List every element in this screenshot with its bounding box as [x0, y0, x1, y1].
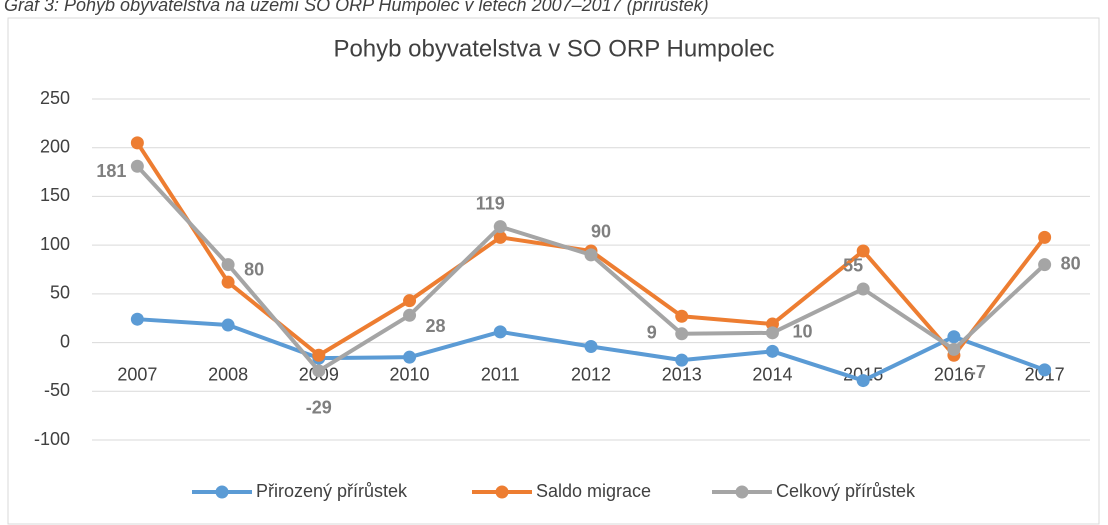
legend-label: Přirozený přírůstek — [256, 481, 408, 501]
data-point — [493, 230, 507, 244]
x-tick-label: 2007 — [117, 364, 157, 384]
data-point — [584, 248, 598, 262]
y-tick-label: 100 — [40, 234, 70, 254]
legend-label: Saldo migrace — [536, 481, 651, 501]
data-point — [312, 348, 326, 362]
y-tick-label: 200 — [40, 136, 70, 156]
data-label: 90 — [591, 222, 611, 242]
x-tick-label: 2010 — [390, 364, 430, 384]
data-point — [130, 159, 144, 173]
data-point — [221, 275, 235, 289]
data-label: 80 — [244, 259, 264, 279]
chart-border — [7, 17, 1100, 525]
y-tick-label: 0 — [60, 331, 70, 351]
y-tick-label: 150 — [40, 185, 70, 205]
data-point — [493, 325, 507, 339]
data-label: 9 — [647, 323, 657, 343]
legend-marker — [215, 485, 229, 499]
data-label: 119 — [476, 193, 505, 213]
x-tick-label: 2016 — [934, 364, 974, 384]
data-label: 55 — [843, 256, 863, 276]
data-point — [856, 282, 870, 296]
data-point — [584, 339, 598, 353]
legend-marker — [495, 485, 509, 499]
data-point — [493, 220, 507, 234]
data-point — [856, 244, 870, 258]
x-tick-label: 2014 — [752, 364, 792, 384]
y-tick-label: 250 — [40, 88, 70, 108]
data-label: -29 — [306, 398, 332, 418]
data-point — [130, 312, 144, 326]
caption: Graf 3: Pohyb obyvatelstva na území SO O… — [4, 0, 709, 15]
data-point — [403, 308, 417, 322]
x-tick-label: 2011 — [481, 364, 520, 384]
data-point — [403, 350, 417, 364]
data-point — [312, 364, 326, 378]
y-tick-label: -50 — [44, 380, 70, 400]
legend-marker — [735, 485, 749, 499]
data-point — [675, 353, 689, 367]
data-point — [947, 330, 961, 344]
y-tick-label: -100 — [34, 429, 70, 449]
data-point — [130, 136, 144, 150]
data-point — [856, 374, 870, 388]
data-point — [675, 327, 689, 341]
data-point — [1038, 363, 1052, 377]
y-tick-label: 50 — [50, 283, 70, 303]
data-point — [765, 344, 779, 358]
data-label: 181 — [96, 161, 126, 181]
data-label: -7 — [970, 362, 986, 382]
data-label: 10 — [792, 322, 812, 342]
data-label: 80 — [1061, 253, 1081, 273]
data-point — [947, 342, 961, 356]
data-point — [1038, 258, 1052, 272]
chart-title: Pohyb obyvatelstva v SO ORP Humpolec — [333, 35, 774, 62]
data-point — [765, 326, 779, 340]
data-point — [221, 318, 235, 332]
data-point — [675, 309, 689, 323]
data-point — [403, 294, 417, 308]
data-label: 28 — [426, 316, 446, 336]
x-tick-label: 2013 — [662, 364, 702, 384]
legend-label: Celkový přírůstek — [776, 481, 916, 501]
x-tick-label: 2008 — [208, 364, 248, 384]
data-point — [221, 258, 235, 272]
data-point — [1038, 230, 1052, 244]
x-tick-label: 2012 — [571, 364, 611, 384]
